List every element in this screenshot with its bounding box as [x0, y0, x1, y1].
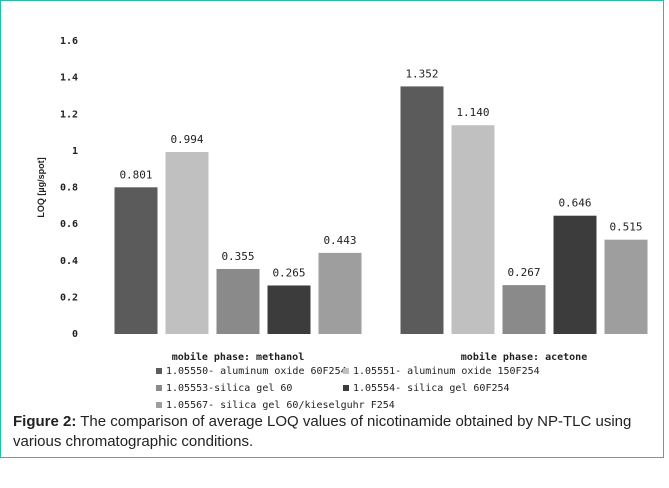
- figure-frame: [0, 0, 664, 458]
- y-tick-label-1: 0.2: [60, 292, 78, 303]
- bars: [114, 86, 648, 334]
- y-tick-label-7: 1.4: [60, 73, 78, 84]
- y-axis-ticks: 0 0.2 0.4 0.6 0.8 1 1.2 1.4 1.6: [60, 36, 78, 340]
- y-tick-label-5: 1: [72, 146, 78, 157]
- bar-label-0-3: 0.265: [272, 266, 305, 279]
- y-tick-label-6: 1.2: [60, 109, 78, 120]
- bar-1-0: [400, 86, 444, 334]
- figure-caption: Figure 2: The comparison of average LOQ …: [13, 412, 658, 452]
- legend-label-2: 1.05553-silica gel 60: [166, 383, 292, 394]
- bar-label-0-0: 0.801: [119, 168, 152, 181]
- legend-label-0: 1.05550- aluminum oxide 60F254: [166, 366, 347, 377]
- bar-0-3: [267, 285, 311, 334]
- bar-1-2: [502, 285, 546, 334]
- caption-text: The comparison of average LOQ values of …: [13, 413, 632, 450]
- bar-0-0: [114, 187, 158, 334]
- y-axis-label: LOQ [µg/spot]: [36, 157, 46, 217]
- legend-swatch-4: [156, 402, 162, 408]
- legend-label-4: 1.05567- silica gel 60/kieselguhr F254: [166, 400, 395, 410]
- bar-1-4: [604, 239, 648, 334]
- bar-label-1-3: 0.646: [558, 197, 591, 210]
- legend-label-3: 1.05554- silica gel 60F254: [353, 383, 510, 394]
- x-axis-categories: mobile phase: methanol mobile phase: acet…: [172, 351, 587, 363]
- bar-chart: 0 0.2 0.4 0.6 0.8 1 1.2 1.4 1.6 LOQ [µg/spot] 0.…: [36, 36, 648, 410]
- x-category-0: mobile phase: methanol: [172, 351, 304, 363]
- y-tick-label-4: 0.8: [60, 183, 78, 194]
- bar-0-1: [165, 151, 209, 334]
- legend-swatch-0: [156, 368, 162, 374]
- bar-label-1-4: 0.515: [609, 221, 642, 234]
- bar-label-1-1: 1.140: [456, 106, 489, 119]
- bar-value-labels: 0.801 0.994 0.355 0.265 0.443 1.352 1.140 0.267…: [119, 67, 642, 279]
- bar-1-3: [553, 215, 597, 334]
- x-category-1: mobile phase: acetone: [461, 351, 587, 363]
- legend-swatch-1: [343, 368, 349, 374]
- y-tick-label-0: 0: [72, 329, 78, 340]
- y-tick-label-2: 0.4: [60, 256, 78, 267]
- caption-label: Figure 2:: [13, 413, 77, 430]
- bar-label-1-0: 1.352: [405, 67, 438, 80]
- bar-label-0-1: 0.994: [170, 133, 203, 146]
- bar-0-2: [216, 268, 260, 334]
- legend-label-1: 1.05551- aluminum oxide 150F254: [353, 366, 540, 377]
- bar-label-0-4: 0.443: [323, 234, 356, 247]
- legend-swatch-3: [343, 385, 349, 391]
- legend-swatch-2: [156, 385, 162, 391]
- bar-label-1-2: 0.267: [507, 266, 540, 279]
- y-tick-label-8: 1.6: [60, 36, 78, 47]
- bar-0-4: [318, 252, 362, 334]
- bar-1-1: [451, 125, 495, 334]
- bar-label-0-2: 0.355: [221, 250, 254, 263]
- legend: 1.05550- aluminum oxide 60F254 1.05551- a…: [156, 366, 540, 410]
- y-tick-label-3: 0.6: [60, 219, 78, 230]
